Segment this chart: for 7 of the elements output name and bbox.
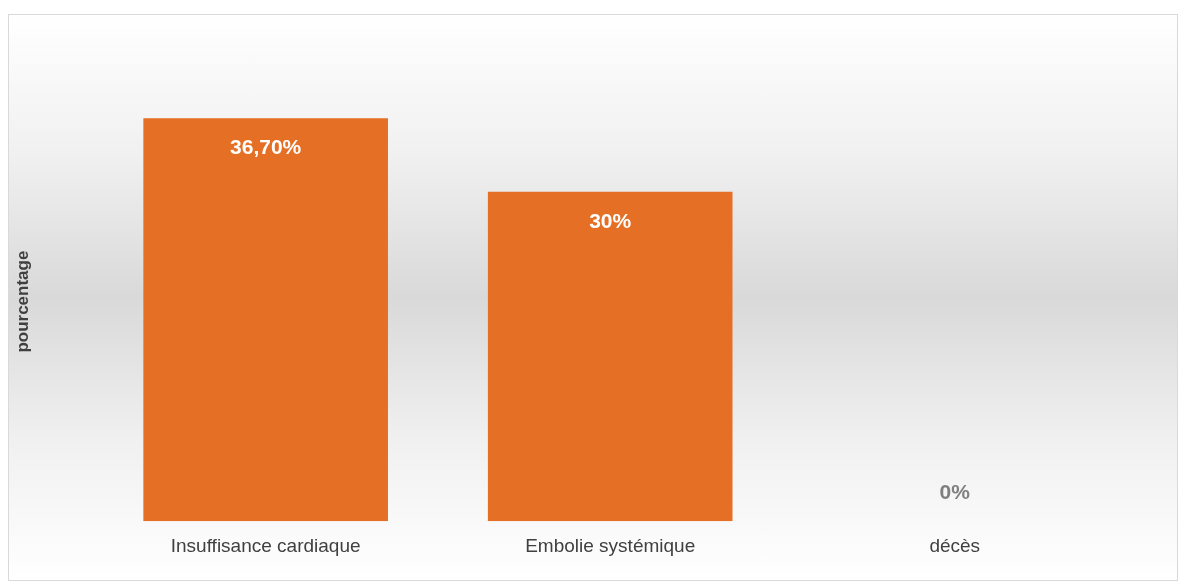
data-label: 30% — [589, 208, 632, 232]
x-tick-label: décès — [929, 534, 981, 556]
data-label: 36,70% — [230, 135, 302, 159]
x-tick-label: Insuffisance cardiaque — [170, 534, 361, 556]
y-axis-title: pourcentage — [12, 250, 32, 353]
data-label: 0% — [939, 480, 971, 503]
x-tick-label: Embolie systémique — [525, 534, 696, 556]
